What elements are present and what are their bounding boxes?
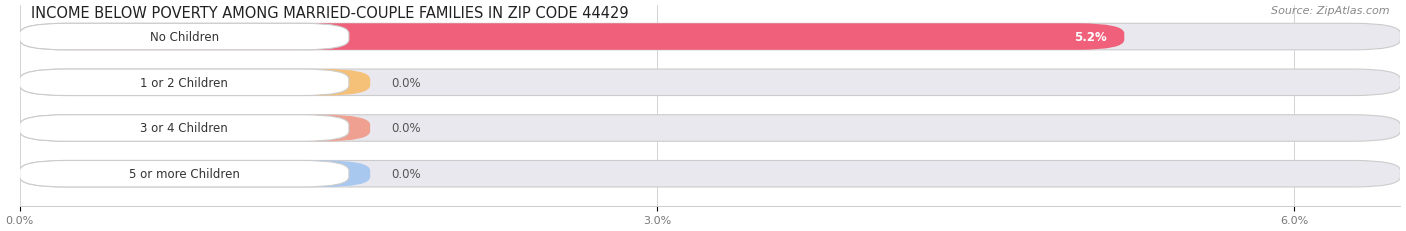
- Text: 1 or 2 Children: 1 or 2 Children: [141, 76, 228, 89]
- Text: INCOME BELOW POVERTY AMONG MARRIED-COUPLE FAMILIES IN ZIP CODE 44429: INCOME BELOW POVERTY AMONG MARRIED-COUPL…: [31, 6, 628, 21]
- FancyBboxPatch shape: [20, 161, 370, 187]
- Text: 0.0%: 0.0%: [391, 76, 420, 89]
- Text: 0.0%: 0.0%: [391, 122, 420, 135]
- Text: No Children: No Children: [150, 31, 219, 44]
- Text: Source: ZipAtlas.com: Source: ZipAtlas.com: [1271, 6, 1389, 15]
- Text: 5 or more Children: 5 or more Children: [129, 167, 240, 180]
- FancyBboxPatch shape: [20, 115, 349, 142]
- FancyBboxPatch shape: [20, 24, 1400, 51]
- FancyBboxPatch shape: [20, 70, 370, 96]
- FancyBboxPatch shape: [20, 70, 1400, 96]
- FancyBboxPatch shape: [20, 161, 349, 187]
- FancyBboxPatch shape: [20, 161, 1400, 187]
- FancyBboxPatch shape: [20, 115, 370, 142]
- FancyBboxPatch shape: [20, 70, 349, 96]
- Text: 3 or 4 Children: 3 or 4 Children: [141, 122, 228, 135]
- FancyBboxPatch shape: [20, 115, 1400, 142]
- FancyBboxPatch shape: [20, 24, 1125, 51]
- Text: 0.0%: 0.0%: [391, 167, 420, 180]
- Text: 5.2%: 5.2%: [1074, 31, 1108, 44]
- FancyBboxPatch shape: [20, 24, 349, 51]
